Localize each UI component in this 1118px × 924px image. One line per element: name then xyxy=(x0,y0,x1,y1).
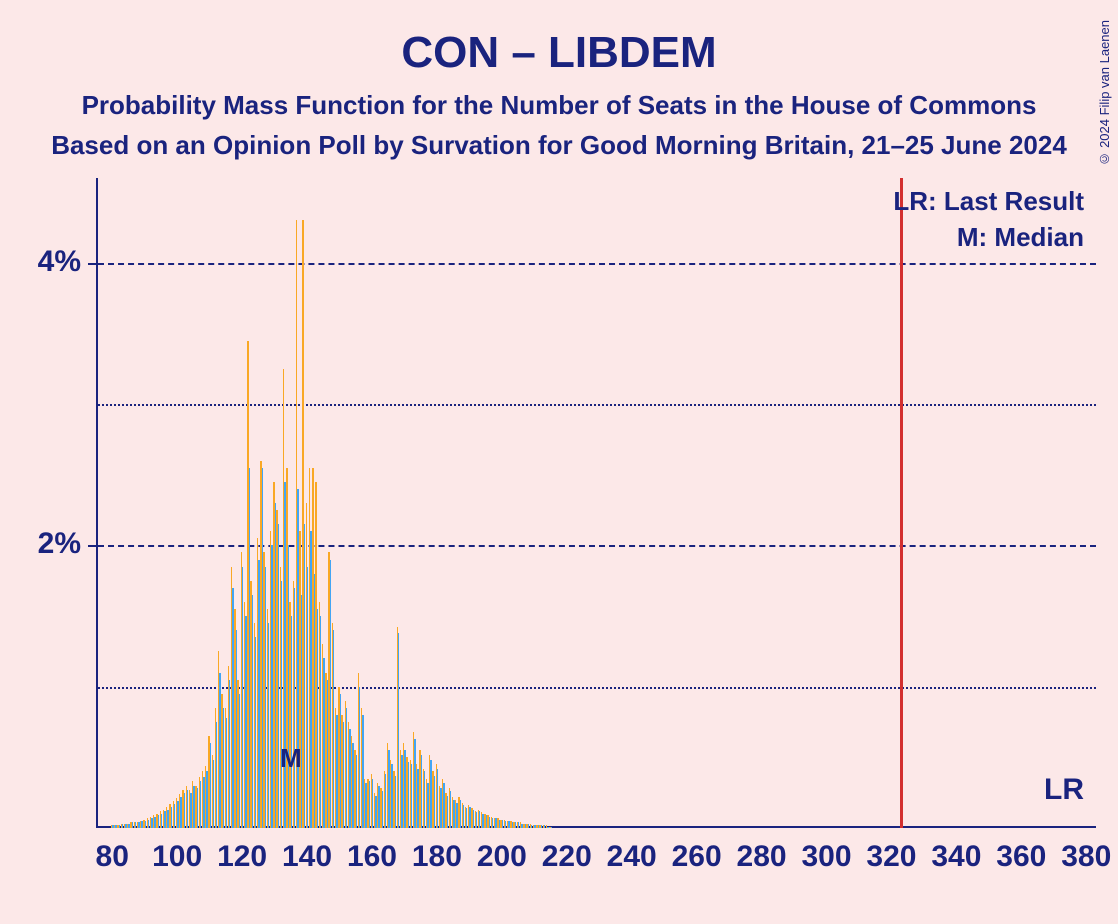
x-axis-label: 320 xyxy=(866,840,916,874)
y-axis-label: 2% xyxy=(26,527,81,561)
x-axis-label: 80 xyxy=(96,840,129,874)
x-axis-label: 380 xyxy=(1061,840,1111,874)
x-axis-label: 260 xyxy=(672,840,722,874)
x-axis-label: 200 xyxy=(477,840,527,874)
x-axis-label: 340 xyxy=(931,840,981,874)
x-axis-label: 180 xyxy=(412,840,462,874)
median-label: M xyxy=(280,743,302,774)
x-axis-label: 140 xyxy=(282,840,332,874)
chart-title: CON – LIBDEM xyxy=(0,28,1118,78)
chart-subtitle-1: Probability Mass Function for the Number… xyxy=(0,90,1118,121)
y-axis-label: 4% xyxy=(26,245,81,279)
y-tick xyxy=(88,545,96,547)
x-axis-label: 300 xyxy=(801,840,851,874)
plot-area: 2%4%801001201401601802002202402602803003… xyxy=(96,178,1096,828)
last-result-line xyxy=(900,178,903,828)
x-axis-label: 220 xyxy=(542,840,592,874)
legend-last-result: LR: Last Result xyxy=(893,186,1084,217)
last-result-label: LR xyxy=(1044,773,1084,807)
x-axis-label: 120 xyxy=(217,840,267,874)
y-axis xyxy=(96,178,98,828)
x-axis-label: 280 xyxy=(737,840,787,874)
x-axis-label: 160 xyxy=(347,840,397,874)
legend-median: M: Median xyxy=(957,222,1084,253)
x-axis-label: 360 xyxy=(996,840,1046,874)
pmf-bar xyxy=(551,827,552,828)
gridline-major xyxy=(98,263,1096,265)
x-axis-label: 100 xyxy=(152,840,202,874)
chart-subtitle-2: Based on an Opinion Poll by Survation fo… xyxy=(0,130,1118,161)
y-tick xyxy=(88,263,96,265)
x-axis-label: 240 xyxy=(607,840,657,874)
